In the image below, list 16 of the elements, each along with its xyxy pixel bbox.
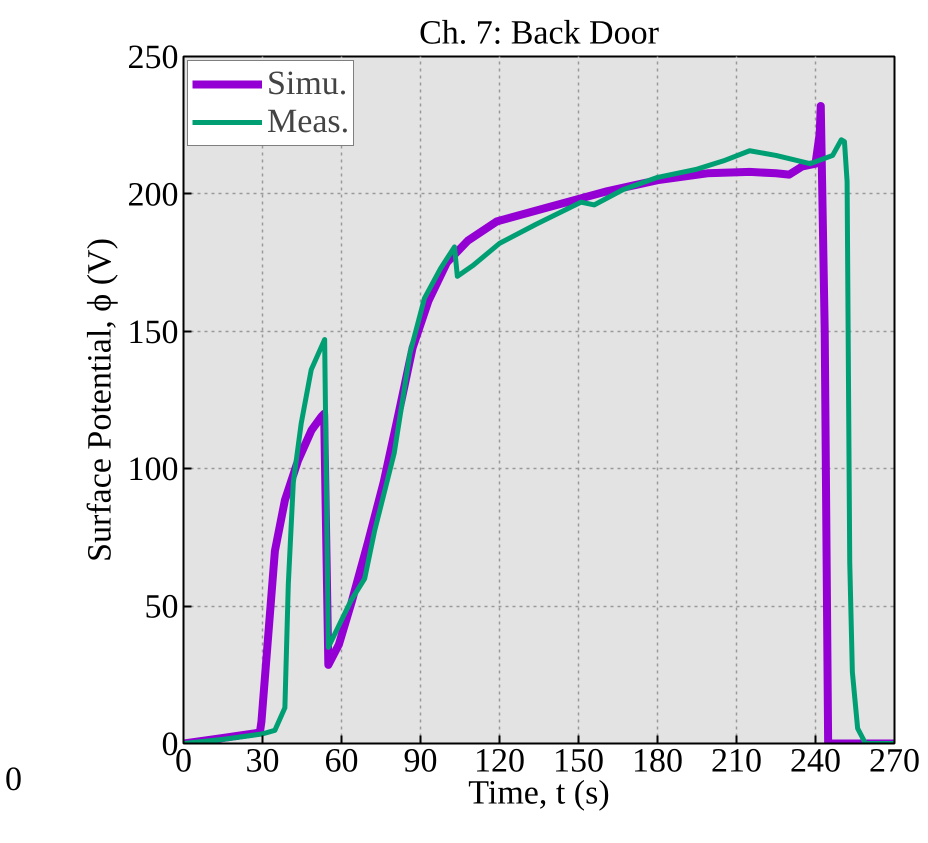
chart-title: Ch. 7: Back Door bbox=[419, 14, 660, 52]
x-tick-label: 210 bbox=[711, 742, 762, 780]
y-axis-title: Surface Potential, ϕ (V) bbox=[82, 238, 118, 562]
legend-label: Meas. bbox=[267, 103, 350, 141]
y-tick-label: 50 bbox=[144, 588, 178, 626]
y-tick-label: 150 bbox=[128, 314, 178, 351]
y-tick-label: 100 bbox=[128, 451, 178, 488]
y-tick-label: 200 bbox=[128, 176, 178, 214]
x-tick-label: 90 bbox=[404, 742, 438, 780]
x-tick-label: 240 bbox=[790, 742, 841, 780]
legend-label: Simu. bbox=[267, 65, 348, 103]
y-tick-label: 250 bbox=[128, 39, 178, 76]
x-tick-label: 180 bbox=[632, 742, 683, 780]
x-tick-label: 270 bbox=[869, 742, 920, 780]
x-tick-label: 60 bbox=[324, 742, 358, 780]
x-tick-label: 30 bbox=[246, 742, 280, 780]
